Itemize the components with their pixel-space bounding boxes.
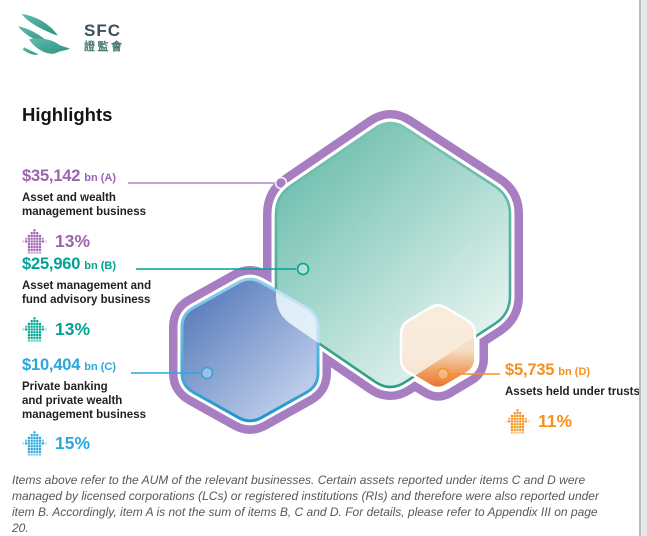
footnote: Items above refer to the AUM of the rele… (12, 473, 599, 536)
item-a-change: 13% (55, 230, 91, 251)
leader-marker-d (436, 367, 450, 381)
leader-marker-b (296, 262, 310, 276)
increase-arrow-icon (22, 228, 47, 254)
leader-marker-a (274, 176, 288, 190)
page-edge-strip (639, 0, 647, 536)
item-a-unit: bn (A) (84, 172, 117, 184)
item-d-block: $5,735 bn (D) Assets held under trusts 11… (505, 361, 647, 434)
increase-arrow-icon (22, 431, 47, 457)
item-a-block: $35,142 bn (A) Asset and wealth managemen… (22, 167, 212, 254)
increase-arrow-icon (505, 409, 530, 434)
page-title: Highlights (22, 104, 113, 125)
item-c-name: Private banking and private wealth manag… (22, 381, 146, 421)
item-d-change: 11% (538, 410, 573, 431)
item-c-unit: bn (C) (84, 361, 117, 373)
item-a-amount: $35,142 (22, 167, 81, 185)
item-d-name: Assets held under trusts (505, 386, 640, 398)
item-c-amount: $10,404 (22, 356, 81, 374)
sfc-bird-icon (18, 14, 70, 55)
logo-chinese: 證監會 (84, 40, 125, 53)
logo-text: SFC 證監會 (84, 22, 125, 53)
item-b-amount: $25,960 (22, 255, 81, 273)
item-a-name: Asset and wealth management business (22, 192, 146, 218)
item-d-unit: bn (D) (558, 366, 591, 378)
item-d-amount: $5,735 (505, 361, 555, 379)
leader-marker-c (200, 366, 214, 380)
item-b-block: $25,960 bn (B) Asset management and fund … (22, 255, 212, 342)
item-c-block: $10,404 bn (C) Private banking and privat… (22, 356, 212, 457)
item-b-name: Asset management and fund advisory busin… (22, 280, 152, 306)
item-b-unit: bn (B) (84, 260, 117, 272)
item-b-change: 13% (55, 318, 91, 339)
logo-abbr: SFC (84, 20, 121, 40)
sfc-logo: SFC 證監會 (18, 12, 125, 62)
increase-arrow-icon (22, 316, 47, 342)
item-c-change: 15% (55, 433, 91, 454)
